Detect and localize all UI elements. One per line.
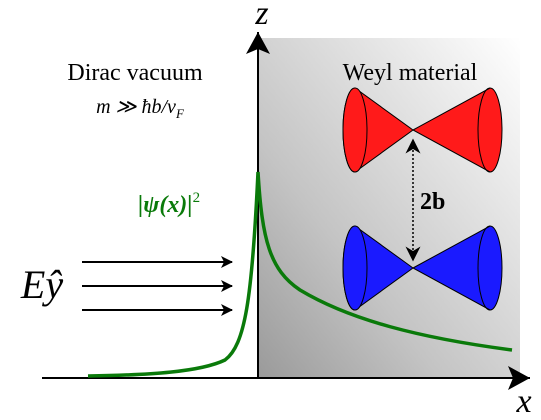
wavefunction-main: |ψ(x)| <box>138 192 193 218</box>
x-label: x <box>515 383 531 420</box>
right-title: Weyl material <box>343 60 478 86</box>
condition-subscript: F <box>175 106 185 121</box>
z-label: z <box>254 0 268 32</box>
wavefunction-superscript: 2 <box>193 190 201 206</box>
diagram: z x Eŷ 2b Dirac vacuum m ≫ ħb/vF Weyl ma… <box>0 0 541 420</box>
separation-label: 2b <box>420 189 445 215</box>
left-title: Dirac vacuum <box>67 60 203 86</box>
condition-main: m ≫ ħb/v <box>96 96 176 118</box>
wavefunction-label: |ψ(x)|2 <box>138 190 200 218</box>
condition: m ≫ ħb/vF <box>96 96 185 121</box>
field-label: Eŷ <box>20 262 63 307</box>
